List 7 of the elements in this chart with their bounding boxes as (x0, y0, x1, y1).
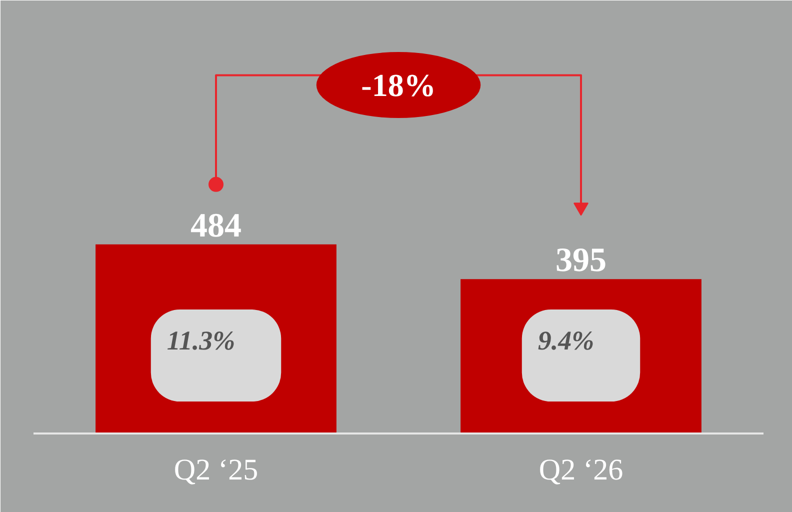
annotation: 11.3% (166, 326, 236, 356)
x-tick-label: Q2 ‘25 (174, 454, 258, 486)
data-label: 484 (190, 207, 242, 244)
annotation: 9.4% (538, 326, 594, 356)
data-label: 395 (556, 242, 606, 280)
text: -18% (361, 67, 436, 104)
x-tick-label: Q2 ‘26 (538, 454, 624, 486)
